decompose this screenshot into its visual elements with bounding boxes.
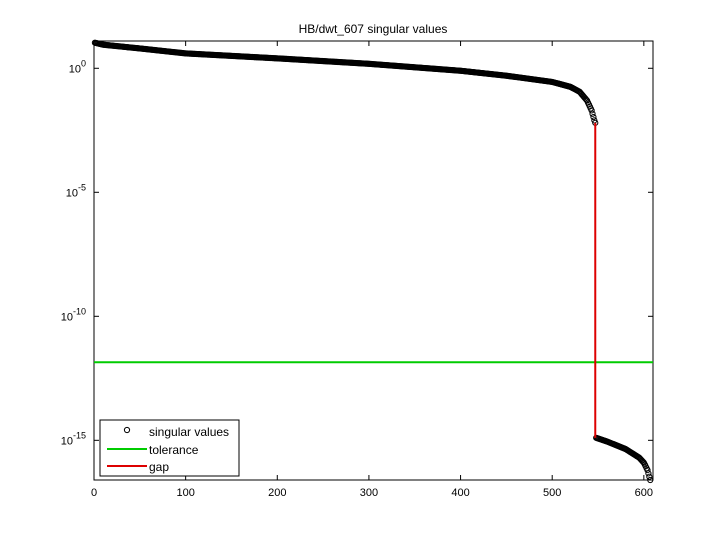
y-tick-label: 100 — [69, 58, 86, 75]
x-axis-ticks: 0 100 200 300 400 500 600 — [91, 41, 653, 499]
y-tick-label: 10-5 — [66, 182, 86, 199]
singular-value-point — [646, 473, 653, 480]
y-tick-exponent: 0 — [81, 58, 86, 68]
singular-value-point — [590, 113, 597, 121]
x-tick-label: 300 — [360, 487, 378, 499]
y-tick-base: 10 — [61, 311, 73, 323]
plot-area — [93, 40, 654, 481]
singular-value-point — [588, 107, 595, 114]
singular-value-point — [589, 110, 596, 117]
singular-value-point — [645, 470, 652, 477]
y-tick-base: 10 — [66, 187, 78, 199]
singular-value-point — [583, 96, 590, 103]
legend-marker-singular-values — [123, 426, 131, 434]
chart-title: HB/dwt_607 singular values — [299, 22, 448, 36]
singular-value-point — [644, 466, 651, 474]
x-tick-label: 0 — [91, 487, 97, 499]
series-layer — [91, 39, 654, 484]
y-tick-exponent: -5 — [78, 182, 86, 192]
legend-label-gap: gap — [149, 460, 169, 474]
x-tick-label: 400 — [451, 487, 469, 499]
y-tick-base: 10 — [69, 63, 81, 75]
y-tick-label: 10-10 — [61, 306, 86, 323]
y-tick-base: 10 — [61, 435, 73, 447]
legend-label-tolerance: tolerance — [149, 443, 199, 457]
x-tick-label: 600 — [635, 487, 653, 499]
x-tick-label: 200 — [268, 487, 286, 499]
y-tick-label: 10-15 — [61, 430, 86, 447]
y-tick-exponent: -10 — [73, 306, 86, 316]
x-tick-label: 500 — [543, 487, 561, 499]
x-tick-label: 100 — [176, 487, 194, 499]
legend-label-singular-values: singular values — [149, 425, 229, 439]
legend: singular values tolerance gap — [99, 419, 240, 477]
singular-value-point — [647, 476, 654, 484]
y-tick-exponent: -15 — [73, 430, 86, 440]
